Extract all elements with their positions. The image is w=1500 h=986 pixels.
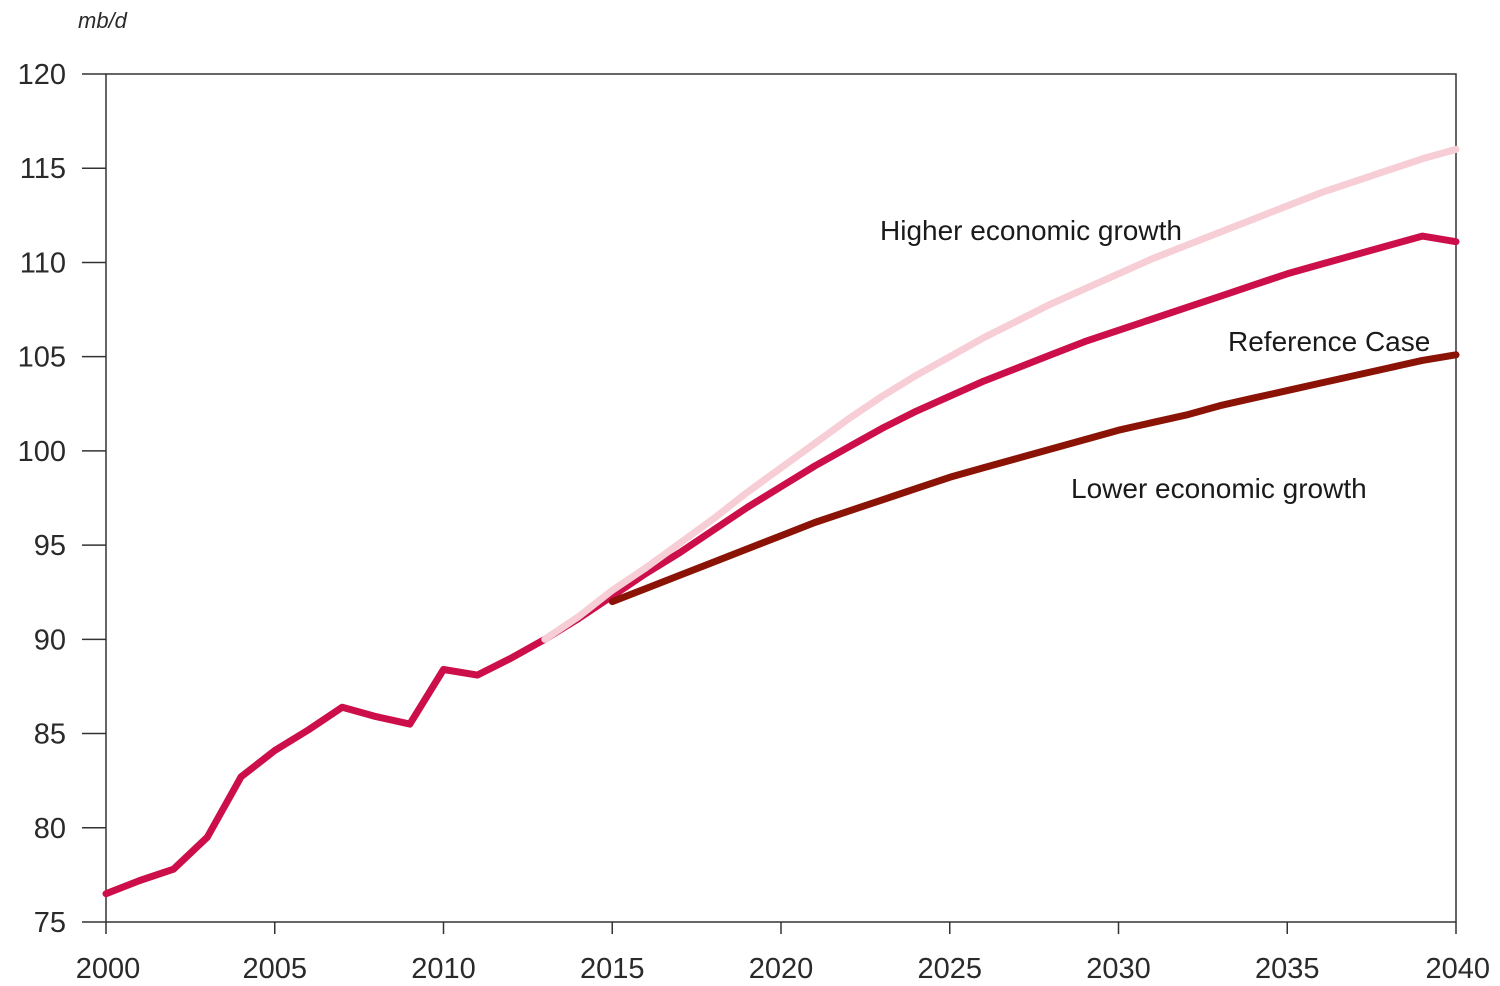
y-unit-label: mb/d — [78, 8, 128, 33]
x-tick-label: 2005 — [242, 953, 307, 985]
axes: 75 80 85 90 95 100 105 110 115 120 2000 2005 2010 201… — [18, 59, 1490, 985]
series-label-0: Higher economic growth — [880, 215, 1182, 246]
y-tick-label: 110 — [20, 247, 66, 279]
y-tick-label: 120 — [18, 59, 66, 91]
y-tick-label: 85 — [34, 719, 66, 751]
y-tick-label: 75 — [34, 907, 66, 939]
series-line-0 — [541, 145, 1460, 643]
series-line-1 — [102, 232, 1460, 898]
y-tick-label: 95 — [34, 530, 66, 562]
series-label-2: Lower economic growth — [1071, 473, 1367, 504]
series-lines — [102, 145, 1460, 898]
x-tick-label: 2030 — [1086, 953, 1151, 985]
y-tick-label: 80 — [34, 813, 66, 845]
series-labels: Higher economic growth Reference Case Lowe… — [880, 215, 1430, 504]
y-tick-label: 115 — [20, 153, 66, 185]
series-line-2 — [608, 351, 1460, 606]
y-tick-label: 100 — [18, 436, 66, 468]
x-tick-label: 2000 — [76, 953, 141, 985]
series-label-1: Reference Case — [1228, 326, 1430, 357]
y-tick-label: 90 — [34, 624, 66, 656]
x-tick-label: 2015 — [580, 953, 645, 985]
x-tick-label: 2020 — [749, 953, 814, 985]
x-tick-label: 2035 — [1255, 953, 1320, 985]
x-tick-label: 2025 — [917, 953, 982, 985]
x-tick-label: 2040 — [1425, 953, 1490, 985]
x-tick-label: 2010 — [411, 953, 476, 985]
y-tick-label: 105 — [18, 342, 66, 374]
